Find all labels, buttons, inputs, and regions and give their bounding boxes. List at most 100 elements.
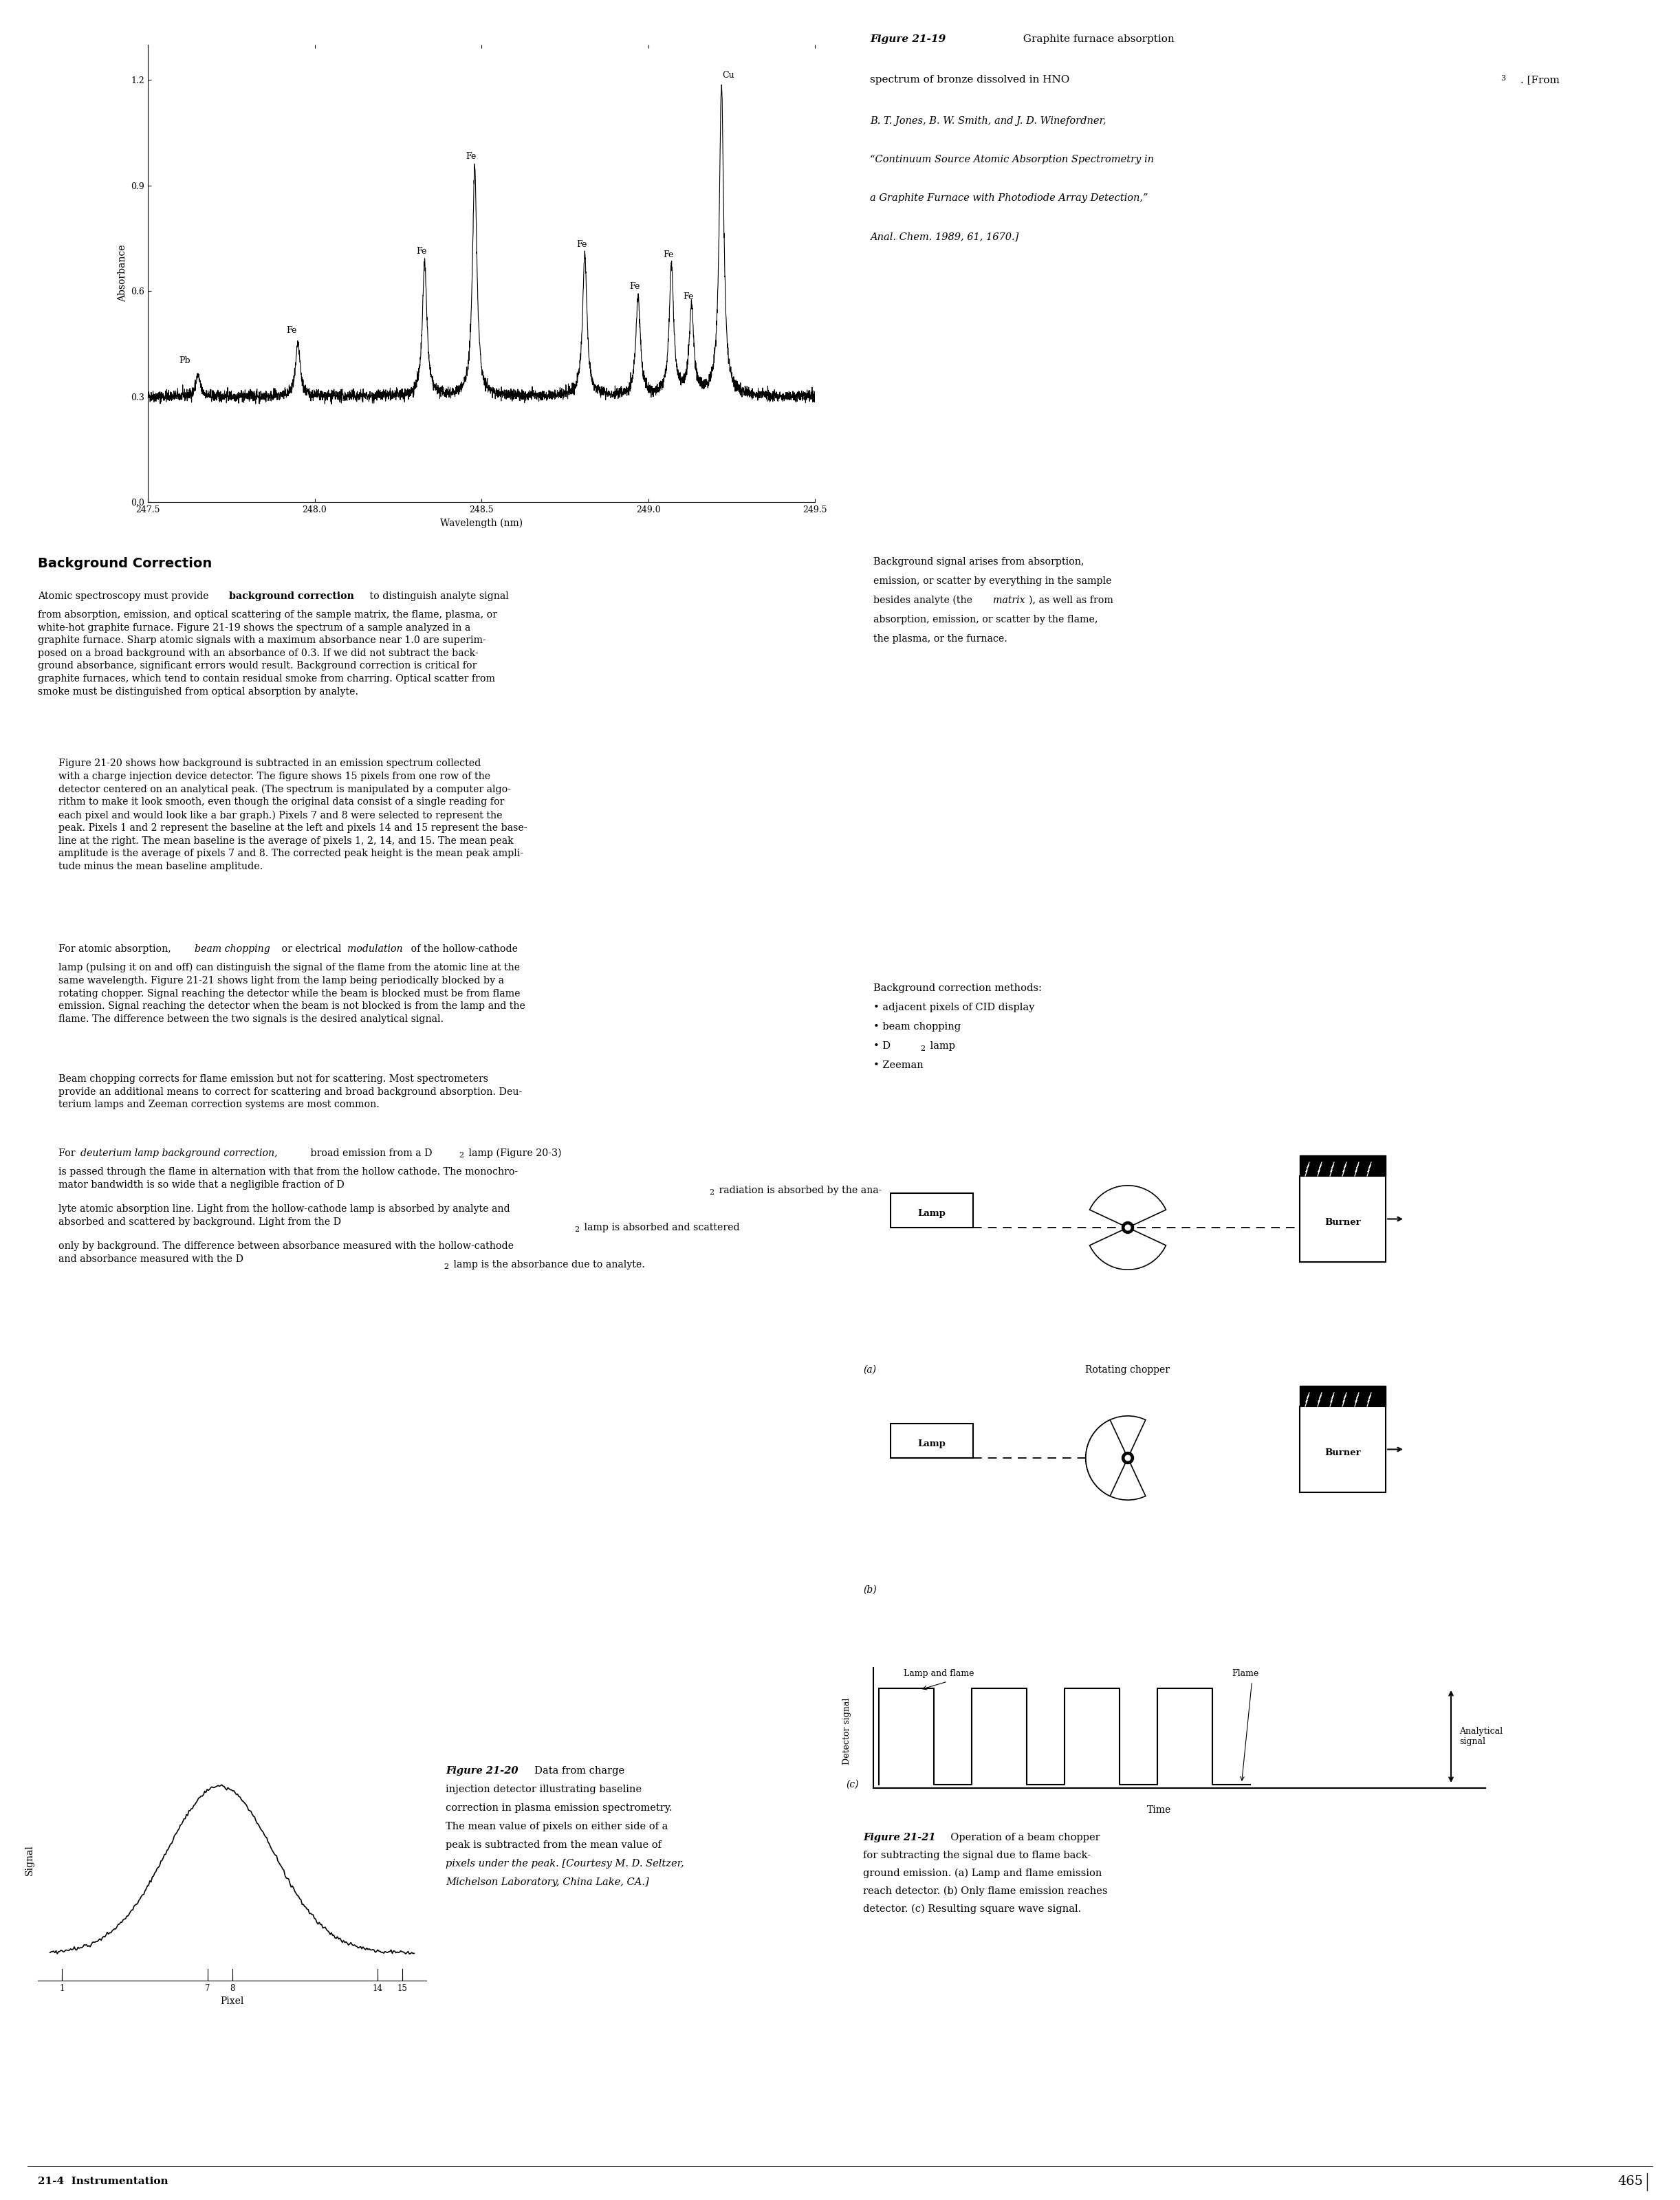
Text: Analytical
signal: Analytical signal (1460, 1727, 1502, 1747)
Text: Atomic spectroscopy must provide: Atomic spectroscopy must provide (39, 592, 212, 601)
Text: 2: 2 (444, 1263, 449, 1269)
Polygon shape (1085, 1417, 1146, 1500)
Text: absorption, emission, or scatter by the flame,: absorption, emission, or scatter by the … (874, 614, 1097, 625)
Text: 21-4  Instrumentation: 21-4 Instrumentation (39, 2176, 168, 2187)
Text: Pb: Pb (178, 356, 190, 365)
Text: beam chopping: beam chopping (195, 944, 270, 955)
Text: Fe: Fe (664, 251, 674, 260)
Text: 2: 2 (921, 1045, 926, 1052)
Text: or electrical: or electrical (279, 944, 344, 955)
Text: Michelson Laboratory, China Lake, CA.]: Michelson Laboratory, China Lake, CA.] (445, 1877, 648, 1888)
Text: spectrum of bronze dissolved in HNO: spectrum of bronze dissolved in HNO (870, 75, 1070, 86)
Text: (c): (c) (845, 1780, 858, 1789)
Y-axis label: Absorbance: Absorbance (118, 244, 128, 301)
Text: to distinguish analyte signal: to distinguish analyte signal (366, 592, 509, 601)
Text: Lamp and flame: Lamp and flame (904, 1670, 974, 1679)
Text: lyte atomic absorption line. Light from the hollow-cathode lamp is absorbed by a: lyte atomic absorption line. Light from … (59, 1203, 511, 1228)
Text: Lamp: Lamp (917, 1439, 946, 1448)
Bar (890, 1192, 973, 1228)
Text: Operation of a beam chopper: Operation of a beam chopper (944, 1833, 1100, 1841)
Text: 3: 3 (1500, 75, 1505, 81)
Text: detector. (c) Resulting square wave signal.: detector. (c) Resulting square wave sign… (864, 1905, 1082, 1914)
Text: Beam chopping corrects for flame emission but not for scattering. Most spectrome: Beam chopping corrects for flame emissio… (59, 1074, 522, 1109)
X-axis label: Wavelength (nm): Wavelength (nm) (440, 519, 522, 528)
Text: Burner: Burner (1324, 1448, 1361, 1456)
Text: radiation is absorbed by the ana-: radiation is absorbed by the ana- (716, 1186, 882, 1195)
Text: peak is subtracted from the mean value of: peak is subtracted from the mean value o… (445, 1841, 662, 1850)
Text: 465: 465 (1618, 2176, 1643, 2187)
Text: 2: 2 (459, 1153, 464, 1159)
Text: for subtracting the signal due to flame back-: for subtracting the signal due to flame … (864, 1850, 1090, 1861)
Text: besides analyte (the: besides analyte (the (874, 596, 976, 605)
Text: Flame: Flame (1231, 1670, 1258, 1679)
Text: Detector signal: Detector signal (843, 1698, 852, 1764)
Text: Fe: Fe (630, 282, 640, 290)
Text: a Graphite Furnace with Photodiode Array Detection,”: a Graphite Furnace with Photodiode Array… (870, 194, 1147, 202)
Bar (890, 1423, 973, 1459)
Text: Lamp: Lamp (917, 1208, 946, 1217)
Text: is passed through the flame in alternation with that from the hollow cathode. Th: is passed through the flame in alternati… (59, 1166, 517, 1190)
Bar (1300, 1155, 1386, 1177)
Text: matrix: matrix (993, 596, 1025, 605)
Polygon shape (1090, 1186, 1166, 1225)
Text: lamp: lamp (927, 1041, 956, 1052)
Text: lamp is absorbed and scattered: lamp is absorbed and scattered (581, 1223, 739, 1232)
Text: Cu: Cu (722, 70, 734, 79)
Text: Figure 21-21: Figure 21-21 (864, 1833, 936, 1841)
Polygon shape (1085, 1419, 1126, 1496)
Y-axis label: Signal: Signal (25, 1846, 34, 1877)
Text: • Zeeman: • Zeeman (874, 1060, 924, 1069)
Text: from absorption, emission, and optical scattering of the sample matrix, the flam: from absorption, emission, and optical s… (39, 609, 497, 697)
Bar (1300, 1386, 1386, 1406)
Text: Fe: Fe (286, 326, 297, 334)
Text: ground emission. (a) Lamp and flame emission: ground emission. (a) Lamp and flame emis… (864, 1868, 1102, 1879)
Text: reach detector. (b) Only flame emission reaches: reach detector. (b) Only flame emission … (864, 1885, 1107, 1896)
Text: deuterium lamp background correction,: deuterium lamp background correction, (81, 1148, 277, 1157)
Text: Graphite furnace absorption: Graphite furnace absorption (1016, 35, 1174, 44)
Text: For atomic absorption,: For atomic absorption, (59, 944, 175, 955)
Text: • adjacent pixels of CID display: • adjacent pixels of CID display (874, 1003, 1035, 1012)
Text: “Continuum Source Atomic Absorption Spectrometry in: “Continuum Source Atomic Absorption Spec… (870, 154, 1154, 165)
Circle shape (1126, 1225, 1131, 1230)
Text: Fe: Fe (576, 240, 586, 249)
Text: Figure 21-19: Figure 21-19 (870, 35, 946, 44)
Text: 2: 2 (575, 1225, 580, 1232)
Text: Fe: Fe (682, 293, 694, 301)
Text: background correction: background correction (228, 592, 354, 601)
Circle shape (1122, 1452, 1134, 1463)
Text: (a): (a) (864, 1366, 875, 1375)
Text: Background correction methods:: Background correction methods: (874, 983, 1042, 992)
Text: The mean value of pixels on either side of a: The mean value of pixels on either side … (445, 1822, 669, 1830)
Bar (1300, 1177, 1386, 1263)
Text: Background signal arises from absorption,: Background signal arises from absorption… (874, 557, 1084, 568)
Circle shape (1122, 1221, 1134, 1234)
Text: Anal. Chem. 1989, 61, 1670.]: Anal. Chem. 1989, 61, 1670.] (870, 231, 1018, 242)
Text: • D: • D (874, 1041, 890, 1052)
Text: B. T. Jones, B. W. Smith, and J. D. Winefordner,: B. T. Jones, B. W. Smith, and J. D. Wine… (870, 117, 1105, 125)
Text: . [From: . [From (1520, 75, 1559, 86)
Text: correction in plasma emission spectrometry.: correction in plasma emission spectromet… (445, 1804, 672, 1813)
Text: • beam chopping: • beam chopping (874, 1023, 961, 1032)
Text: injection detector illustrating baseline: injection detector illustrating baseline (445, 1784, 642, 1795)
Text: lamp (pulsing it on and off) can distinguish the signal of the flame from the at: lamp (pulsing it on and off) can disting… (59, 964, 526, 1023)
X-axis label: Pixel: Pixel (220, 1998, 244, 2006)
Text: Fe: Fe (465, 152, 477, 161)
Text: Rotating chopper: Rotating chopper (1085, 1366, 1169, 1375)
Text: Background Correction: Background Correction (39, 557, 212, 570)
Polygon shape (1090, 1230, 1166, 1269)
Text: only by background. The difference between absorbance measured with the hollow-c: only by background. The difference betwe… (59, 1241, 514, 1263)
Text: For: For (59, 1148, 79, 1157)
Text: modulation: modulation (348, 944, 403, 955)
Text: lamp (Figure 20-3): lamp (Figure 20-3) (465, 1148, 561, 1159)
Text: pixels under the peak. [Courtesy M. D. Seltzer,: pixels under the peak. [Courtesy M. D. S… (445, 1859, 684, 1868)
Text: Data from charge: Data from charge (528, 1767, 625, 1775)
Text: emission, or scatter by everything in the sample: emission, or scatter by everything in th… (874, 576, 1112, 585)
Circle shape (1126, 1456, 1131, 1461)
Text: ), as well as from: ), as well as from (1028, 596, 1114, 605)
Text: Figure 21-20: Figure 21-20 (445, 1767, 517, 1775)
Text: 2: 2 (709, 1188, 714, 1197)
Text: the plasma, or the furnace.: the plasma, or the furnace. (874, 634, 1008, 645)
Text: Figure 21-20 shows how background is subtracted in an emission spectrum collecte: Figure 21-20 shows how background is sub… (59, 759, 528, 871)
Text: of the hollow-cathode: of the hollow-cathode (408, 944, 517, 955)
Text: (b): (b) (864, 1586, 877, 1595)
